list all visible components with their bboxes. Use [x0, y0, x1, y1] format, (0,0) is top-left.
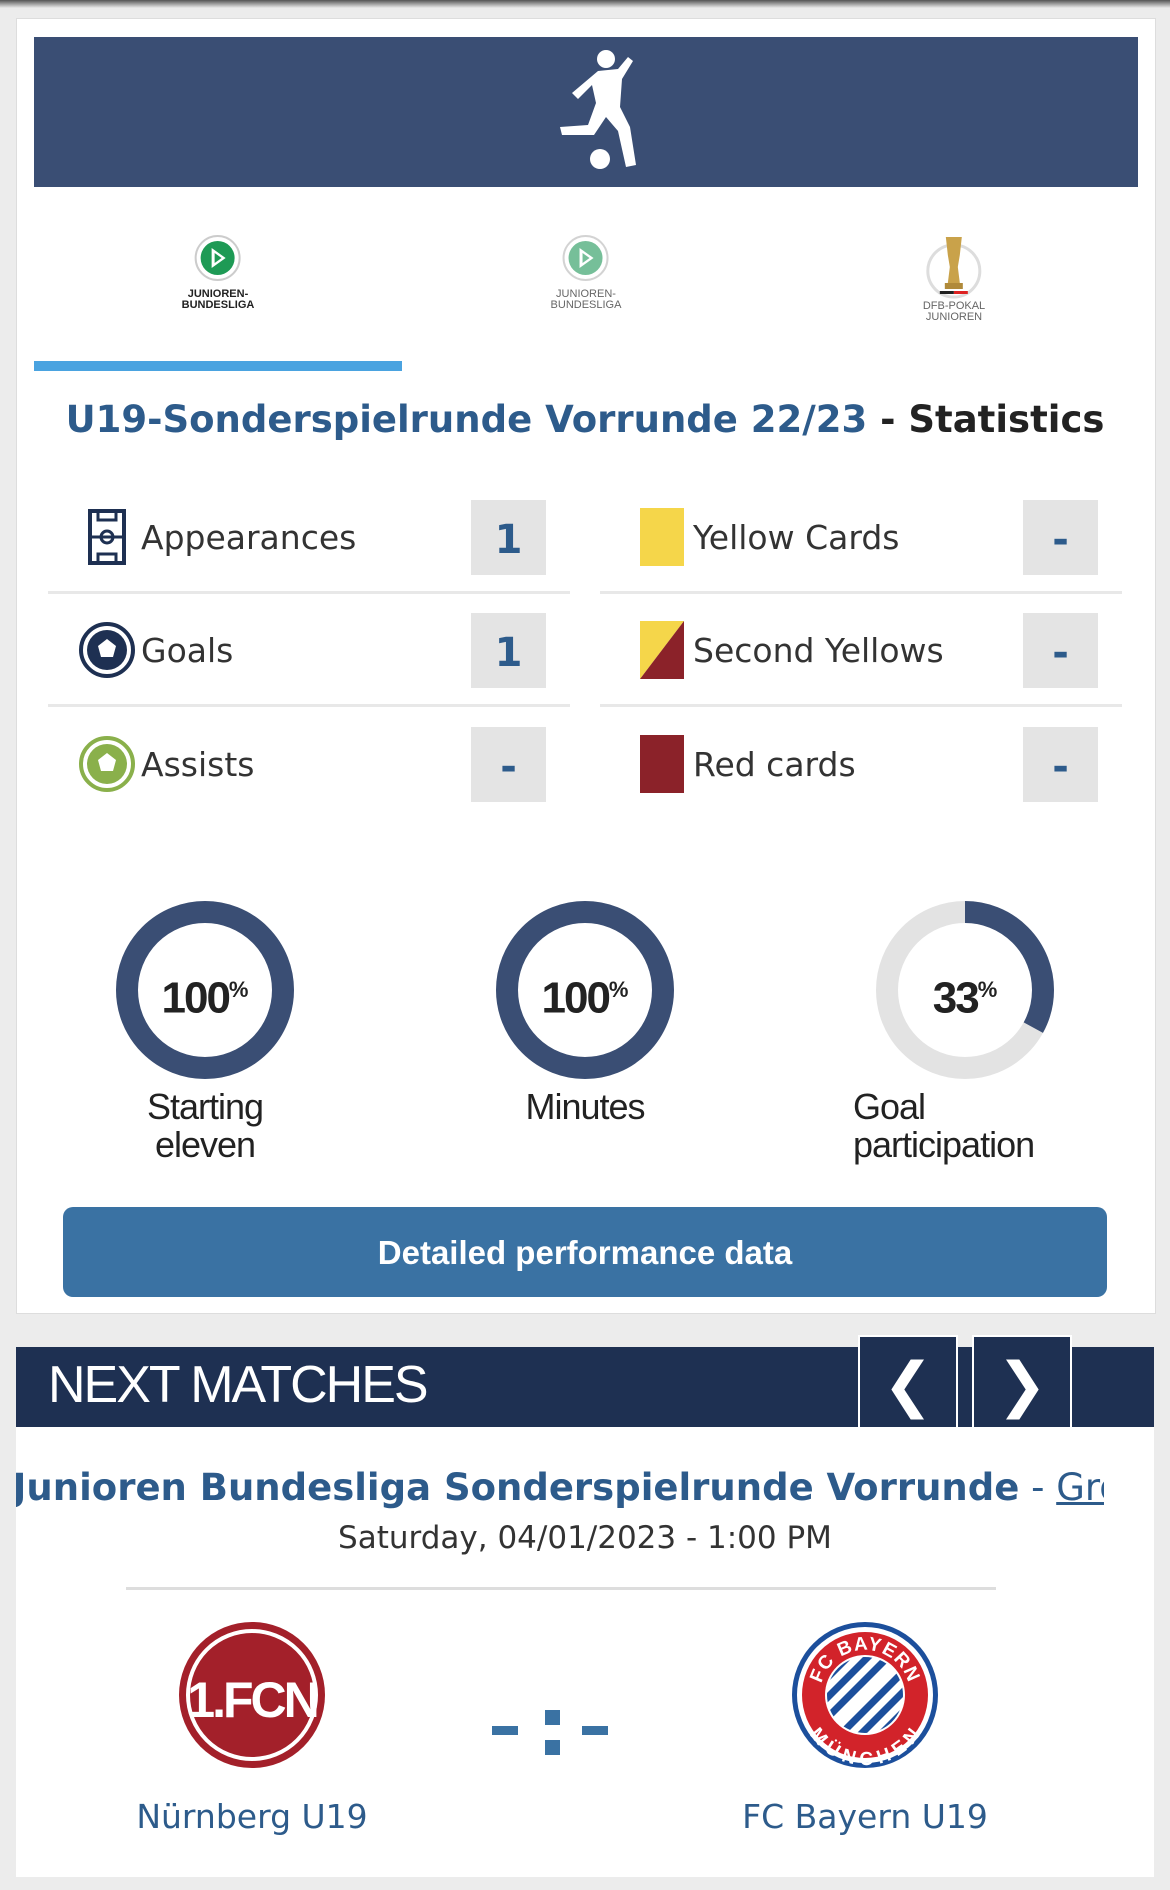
divider: [600, 704, 1122, 707]
stat-label: Goals: [141, 631, 234, 670]
bayern-logo[interactable]: FC BAYERN MÜNCHEN: [790, 1620, 940, 1770]
stat-value: 1: [471, 500, 546, 575]
prev-match-button[interactable]: ❮: [858, 1335, 958, 1435]
donut-value: 100: [161, 973, 231, 1023]
score-placeholder: [480, 1700, 610, 1764]
stat-goals: Goals 1: [48, 595, 570, 707]
donut-unit: %: [228, 977, 249, 1002]
match-competition-dash: -: [1019, 1466, 1057, 1509]
tab-logo: JUNIOREN- BUNDESLIGA: [550, 233, 622, 311]
donut-caption-line2: participation: [853, 1124, 1035, 1165]
stats-title: U19-Sonderspielrunde Vorrunde 22/23 - St…: [0, 398, 1170, 441]
match-competition: A-Junioren Bundesliga Sonderspielrunde V…: [16, 1466, 1020, 1509]
stat-label: Yellow Cards: [693, 518, 900, 557]
nuernberg-logo[interactable]: 1.FCN: [177, 1620, 327, 1770]
donut-caption: Goal participation: [853, 1088, 1093, 1164]
tab-label-line1: DFB-POKAL: [922, 300, 986, 312]
donut-ring: [116, 901, 294, 1079]
divider: [48, 591, 570, 594]
donut-ring: [876, 901, 1054, 1079]
assist-ball-icon: [79, 736, 135, 792]
top-shadow: [0, 0, 1170, 8]
donut-percent: 100%: [495, 900, 675, 1080]
second-yellow-card-icon: [640, 621, 684, 679]
donut-unit: %: [608, 977, 629, 1002]
match-group-link[interactable]: Group E: [1056, 1466, 1104, 1509]
detailed-performance-button[interactable]: Detailed performance data: [63, 1207, 1107, 1297]
donut-ring: [496, 901, 674, 1079]
active-tab-indicator: [34, 361, 402, 371]
donut-unit: %: [977, 977, 998, 1002]
next-match-button[interactable]: ❯: [972, 1335, 1072, 1435]
donut-caption-line1: Goal: [853, 1086, 926, 1127]
chevron-left-icon: ❮: [882, 1350, 934, 1420]
divider: [48, 704, 570, 707]
dfb-logo-icon: [562, 235, 609, 281]
score-dashes: [492, 1710, 608, 1755]
tab-label-line2: JUNIOREN: [925, 311, 983, 323]
tab-label-line1: JUNIOREN-: [556, 288, 616, 300]
tab-label-line2: BUNDESLIGA: [550, 299, 622, 311]
donut-value: 33: [932, 973, 980, 1023]
stat-label: Assists: [141, 745, 255, 784]
stat-value: 1: [471, 613, 546, 688]
stat-red-cards: Red cards -: [600, 709, 1122, 821]
competition-tabs: JUNIOREN- BUNDESLIGA JUNIOREN- BUNDESLIG…: [34, 223, 1138, 373]
divider: [600, 591, 1122, 594]
stat-second-yellows: Second Yellows -: [600, 595, 1122, 707]
red-card-icon: [640, 735, 684, 793]
stat-label: Red cards: [693, 745, 856, 784]
next-matches-title: NEXT MATCHES: [48, 1356, 429, 1414]
stat-label: Appearances: [141, 518, 357, 557]
nuernberg-logo-text: 1.FCN: [187, 1672, 316, 1728]
donut-percent: 33%: [875, 900, 1055, 1080]
soccer-ball-icon: [79, 622, 135, 678]
trophy-icon: [926, 237, 982, 299]
stat-value: -: [471, 727, 546, 802]
tab-dfb-pokal-junioren[interactable]: DFB-POKAL JUNIOREN: [770, 223, 1138, 373]
match-datetime: Saturday, 04/01/2023 - 1:00 PM: [338, 1520, 832, 1556]
stats-title-suffix: Statistics: [908, 398, 1105, 441]
match-divider: [126, 1587, 996, 1590]
chevron-right-icon: ❯: [996, 1350, 1048, 1420]
stats-card: JUNIOREN- BUNDESLIGA JUNIOREN- BUNDESLIG…: [16, 18, 1156, 1314]
stat-label: Second Yellows: [693, 631, 944, 670]
donut-caption: Minutes: [525, 1086, 645, 1127]
tab-junioren-bundesliga-1[interactable]: JUNIOREN- BUNDESLIGA: [34, 223, 402, 373]
tab-junioren-bundesliga-2[interactable]: JUNIOREN- BUNDESLIGA: [402, 223, 770, 373]
stat-value: -: [1023, 613, 1098, 688]
stat-value: -: [1023, 500, 1098, 575]
tab-label-line1: JUNIOREN-: [187, 288, 249, 300]
stat-assists: Assists -: [48, 709, 570, 821]
donut-minutes: 100% Minutes: [495, 900, 695, 1126]
donut-starting-eleven: 100% Starting eleven: [115, 900, 315, 1164]
football-player-icon: [560, 50, 636, 169]
tab-logo: DFB-POKAL JUNIOREN: [923, 233, 985, 323]
stat-appearances: Appearances 1: [48, 482, 570, 594]
donut-percent: 100%: [115, 900, 295, 1080]
stats-title-separator: -: [867, 398, 909, 441]
stat-yellow-cards: Yellow Cards -: [600, 482, 1122, 594]
pitch-icon: [88, 509, 126, 565]
away-team-name[interactable]: FC Bayern U19: [742, 1797, 988, 1836]
tab-label-line2: BUNDESLIGA: [181, 299, 255, 311]
home-team-name[interactable]: Nürnberg U19: [136, 1797, 368, 1836]
stat-value: -: [1023, 727, 1098, 802]
match-competition-line: A-Junioren Bundesliga Sonderspielrunde V…: [16, 1466, 1104, 1516]
tab-logo: JUNIOREN- BUNDESLIGA: [181, 233, 255, 311]
yellow-card-icon: [640, 508, 684, 566]
dfb-logo-icon: [194, 235, 241, 281]
donut-value: 100: [541, 973, 611, 1023]
donut-caption: Starting eleven: [146, 1086, 264, 1165]
next-matches-header: NEXT MATCHES: [16, 1347, 1154, 1427]
stats-title-competition: U19-Sonderspielrunde Vorrunde 22/23: [65, 398, 868, 441]
donut-goal-participation: 33% Goal participation: [853, 900, 1075, 1164]
player-hero-banner: [34, 37, 1138, 187]
